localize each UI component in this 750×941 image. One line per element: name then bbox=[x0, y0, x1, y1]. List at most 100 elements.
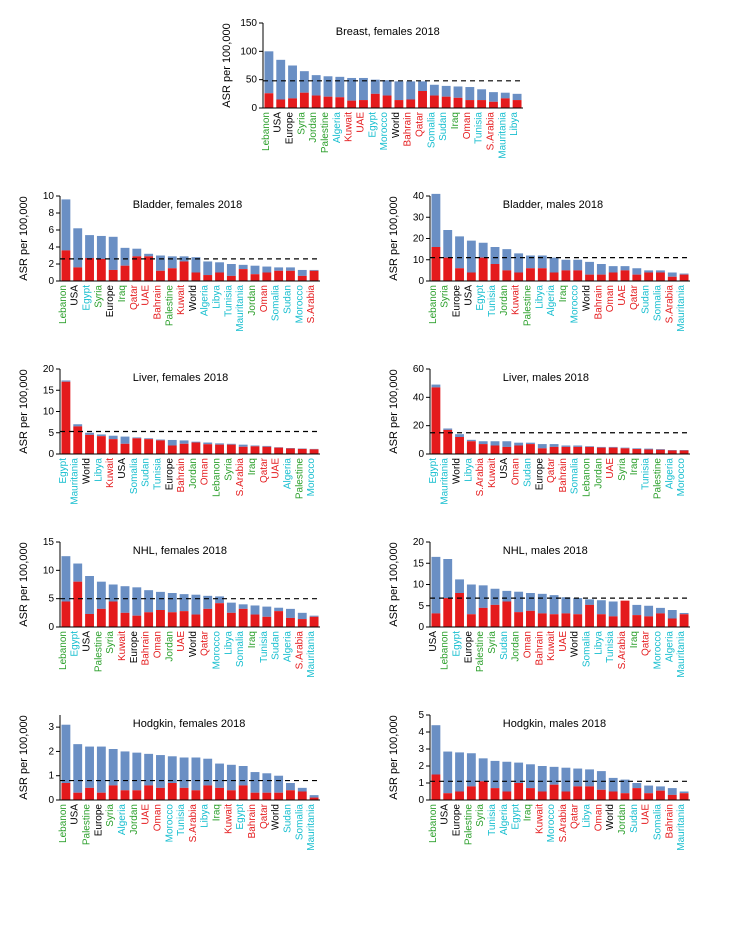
bar-bottom bbox=[61, 783, 70, 800]
svg-text:100: 100 bbox=[240, 46, 257, 57]
x-label: Morocco bbox=[164, 804, 175, 843]
bar-top bbox=[561, 768, 570, 792]
bar-top bbox=[109, 237, 118, 270]
bar-bottom bbox=[144, 256, 153, 281]
bar-bottom bbox=[191, 443, 200, 454]
x-label: Syria bbox=[296, 112, 307, 135]
x-label: World bbox=[82, 458, 93, 484]
bar-top bbox=[538, 444, 547, 448]
bar-top bbox=[239, 604, 248, 609]
bar-bottom bbox=[359, 100, 368, 108]
bar-top bbox=[61, 556, 70, 601]
bar-top bbox=[644, 449, 653, 450]
x-label: Algeria bbox=[331, 112, 342, 144]
bar-bottom bbox=[429, 96, 438, 108]
x-label: Palestine bbox=[164, 285, 175, 327]
bar-top bbox=[431, 194, 440, 247]
bar-bottom bbox=[502, 602, 511, 628]
bar-top bbox=[455, 579, 464, 593]
bar-top bbox=[621, 448, 630, 449]
x-label: Morocco bbox=[676, 458, 687, 497]
x-label: S.Arabia bbox=[475, 458, 486, 497]
bar-bottom bbox=[73, 267, 82, 281]
x-label: Egypt bbox=[452, 631, 463, 657]
x-label: Libya bbox=[212, 285, 223, 309]
bar-top bbox=[274, 776, 283, 793]
x-label: Syria bbox=[105, 631, 116, 654]
svg-text:20: 20 bbox=[413, 421, 425, 432]
bar-bottom bbox=[239, 447, 248, 454]
svg-text:0: 0 bbox=[251, 103, 257, 114]
x-label: Jordan bbox=[188, 458, 199, 489]
bar-bottom bbox=[262, 447, 271, 454]
svg-text:10: 10 bbox=[413, 580, 425, 591]
panel-bladder_f: ASR per 100,000 0246810 Bladder, females… bbox=[15, 188, 365, 351]
bar-bottom bbox=[550, 273, 559, 282]
x-label: Jordan bbox=[308, 112, 319, 143]
x-label: Sudan bbox=[522, 458, 533, 487]
bar-bottom bbox=[526, 788, 535, 800]
x-label: World bbox=[188, 285, 199, 311]
svg-text:60: 60 bbox=[413, 364, 425, 375]
bar-top bbox=[443, 230, 452, 258]
bar-bottom bbox=[467, 614, 476, 627]
x-label: Bahrain bbox=[402, 112, 413, 146]
x-label: USA bbox=[463, 285, 474, 306]
bar-bottom bbox=[514, 783, 523, 800]
bar-top bbox=[73, 744, 82, 793]
x-label: USA bbox=[70, 285, 81, 306]
bar-bottom bbox=[262, 617, 271, 627]
x-label: Syria bbox=[93, 285, 104, 308]
bar-top bbox=[323, 76, 332, 96]
x-label: Mauritania bbox=[306, 804, 317, 851]
x-label: USA bbox=[70, 804, 81, 825]
x-label: Bahrain bbox=[247, 804, 258, 838]
bar-top bbox=[479, 441, 488, 444]
bar-top bbox=[429, 85, 438, 96]
y-axis-label: ASR per 100,000 bbox=[18, 542, 30, 626]
bar-bottom bbox=[85, 435, 94, 454]
x-label: Kuwait bbox=[487, 458, 498, 488]
panel-liver_f: ASR per 100,000 05101520 Liver, females … bbox=[15, 361, 365, 524]
bar-bottom bbox=[191, 273, 200, 282]
x-label: Jordan bbox=[511, 631, 522, 662]
x-label: Tunisia bbox=[223, 285, 234, 317]
bar-bottom bbox=[538, 792, 547, 801]
bar-top bbox=[644, 270, 653, 272]
x-label: Somalia bbox=[652, 285, 663, 322]
bar-bottom bbox=[85, 788, 94, 800]
bar-top bbox=[73, 228, 82, 267]
x-label: Tunisia bbox=[152, 458, 163, 490]
x-label: Lebanon bbox=[428, 285, 439, 324]
bar-bottom bbox=[132, 438, 141, 454]
chart-nhl_f: ASR per 100,000 051015 NHL, females 2018… bbox=[15, 534, 330, 697]
bar-top bbox=[467, 241, 476, 273]
x-label: Iraq bbox=[212, 804, 223, 821]
bar-bottom bbox=[251, 274, 260, 281]
x-label: Kuwait bbox=[105, 458, 116, 488]
x-label: Iraq bbox=[247, 458, 258, 475]
bar-top bbox=[310, 270, 319, 271]
x-label: Lebanon bbox=[58, 285, 69, 324]
bar-bottom bbox=[656, 450, 665, 454]
x-label: World bbox=[605, 804, 616, 830]
bar-top bbox=[455, 434, 464, 437]
x-label: Kuwait bbox=[546, 631, 557, 661]
bar-bottom bbox=[609, 273, 618, 282]
bar-top bbox=[406, 81, 415, 99]
bar-top bbox=[191, 442, 200, 443]
bar-bottom bbox=[227, 613, 236, 627]
bar-top bbox=[262, 607, 271, 617]
bar-top bbox=[168, 756, 177, 783]
bar-bottom bbox=[621, 270, 630, 281]
x-label: S.Arabia bbox=[485, 112, 496, 151]
bar-bottom bbox=[500, 98, 509, 108]
bar-bottom bbox=[121, 266, 130, 281]
bar-bottom bbox=[168, 268, 177, 281]
x-label: UAE bbox=[558, 631, 569, 652]
bar-top bbox=[203, 443, 212, 445]
bar-bottom bbox=[585, 447, 594, 454]
bar-top bbox=[538, 766, 547, 792]
x-label: Palestine bbox=[652, 458, 663, 500]
x-label: Bahrain bbox=[141, 631, 152, 665]
